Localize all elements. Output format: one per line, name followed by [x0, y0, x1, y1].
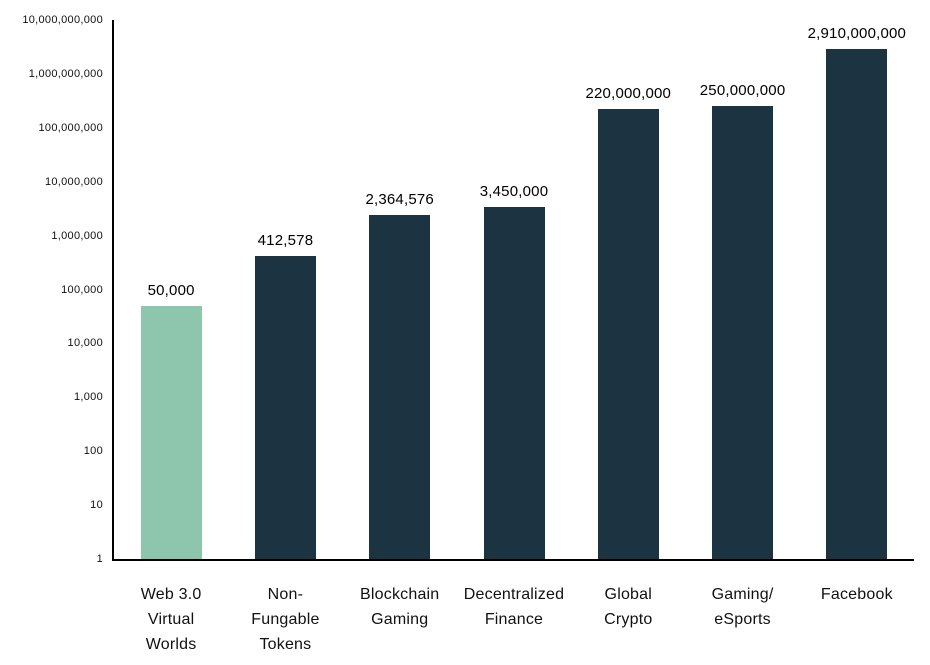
x-axis-labels: Web 3.0 Virtual Worlds Non- Fungable Toke… — [114, 582, 914, 662]
y-tick-label-10: 10 — [90, 499, 103, 512]
y-tick-label-10-000-000-000: 10,000,000,000 — [22, 14, 103, 26]
bar-gaming-esports — [712, 106, 774, 559]
category-label-non-fungable-tokens: Non- Fungable Tokens — [251, 586, 320, 653]
bar-blockchain-gaming — [369, 215, 431, 559]
y-tick-label-100-000-000: 100,000,000 — [38, 121, 103, 134]
category-label-web-3-0-virtual-worlds: Web 3.0 Virtual Worlds — [140, 586, 202, 653]
bar-global-crypto — [597, 109, 659, 559]
category-label-facebook: Facebook — [820, 586, 893, 603]
bar-facebook — [826, 48, 888, 559]
bar-decentralized-finance — [483, 206, 545, 559]
bar-value-label-facebook: 2,910,000,000 — [807, 24, 907, 42]
y-tick-label-1-000: 1,000 — [73, 391, 103, 404]
y-tick-label-1-000-000: 1,000,000 — [51, 229, 103, 242]
bar-value-label-gaming-esports: 250,000,000 — [699, 82, 786, 100]
category-label-gaming-esports: Gaming/ eSports — [711, 586, 774, 628]
plot-area: 1 10 100 1,000 10,000 100,000 1,000,000 10,000,… — [22, 14, 914, 565]
y-tick-label-100-000: 100,000 — [61, 283, 103, 296]
bar-web-3-0-virtual-worlds — [140, 305, 202, 559]
y-tick-label-1: 1 — [96, 553, 103, 565]
y-tick-label-10-000-000: 10,000,000 — [44, 175, 103, 188]
category-label-global-crypto: Global Crypto — [604, 586, 653, 628]
y-tick-label-100: 100 — [83, 445, 103, 458]
y-tick-label-1-000-000-000: 1,000,000,000 — [28, 67, 103, 80]
bar-value-label-blockchain-gaming: 2,364,576 — [365, 191, 434, 209]
bar-non-fungable-tokens — [254, 256, 316, 559]
y-tick-label-10-000: 10,000 — [67, 337, 103, 350]
bar-value-label-non-fungable-tokens: 412,578 — [257, 232, 314, 250]
category-label-blockchain-gaming: Blockchain Gaming — [360, 586, 440, 628]
bar-value-label-decentralized-finance: 3,450,000 — [479, 182, 549, 200]
bar-value-label-web-3-0-virtual-worlds: 50,000 — [147, 281, 195, 299]
category-label-decentralized-finance: Decentralized Finance — [463, 586, 565, 628]
bar-value-label-global-crypto: 220,000,000 — [585, 85, 672, 103]
